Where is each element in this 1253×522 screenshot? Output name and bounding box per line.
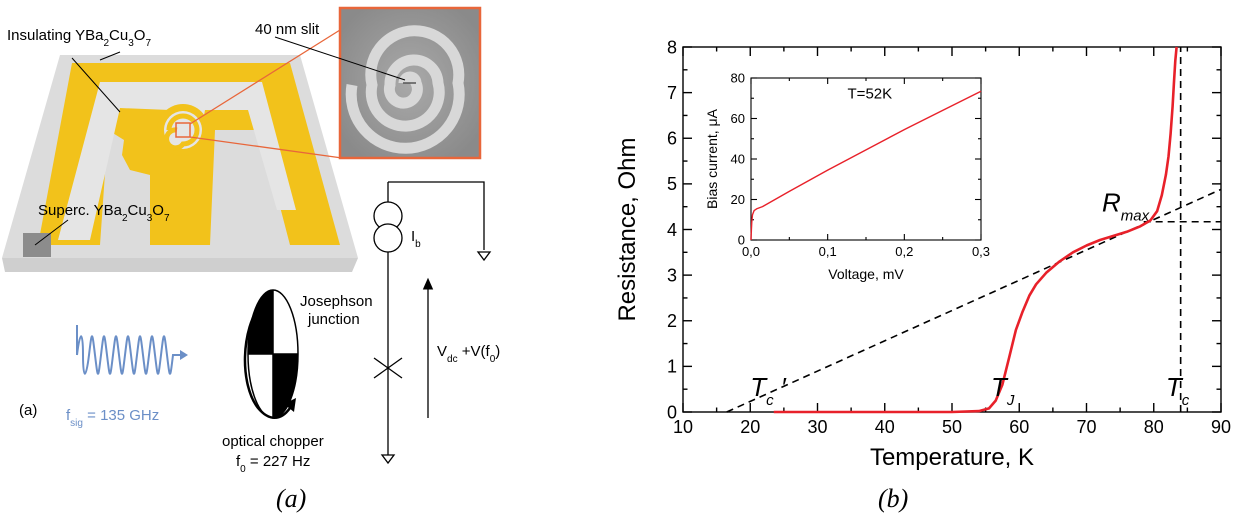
y-tick-label: 5: [667, 174, 677, 194]
callout-superc: [34, 219, 69, 246]
y-tick-label: 20: [731, 192, 745, 207]
zoom-inset: [338, 6, 482, 160]
inset-title: T=52K: [848, 85, 893, 102]
callout-slit: [274, 36, 406, 81]
label-panel-a: (a): [19, 402, 37, 419]
x-tick-label: 30: [807, 417, 827, 437]
signal-wave: [76, 325, 183, 375]
y-tick-label: 7: [667, 83, 677, 103]
label-slit: 40 nm slit: [255, 21, 320, 38]
y-tick-label: 80: [731, 71, 745, 86]
plot-frame: [750, 77, 982, 241]
x-tick-label: 0,0: [742, 244, 760, 259]
label-fsig: fsig = 135 GHz: [66, 407, 159, 429]
y-tick-label: 40: [731, 152, 745, 167]
x-axis-label: Temperature, K: [870, 444, 1034, 471]
zoom-line-top: [189, 29, 341, 125]
caption-a: (a): [276, 484, 307, 513]
y-tick-label: 3: [667, 265, 677, 285]
bias-circuit: [373, 181, 492, 465]
x-tick-label: 90: [1211, 417, 1231, 437]
x-tick-label: 0,2: [895, 244, 913, 259]
y-tick-label: 2: [667, 311, 677, 331]
annotation-J: TJ: [991, 372, 1015, 409]
x-tick-label: 50: [942, 417, 962, 437]
x-tick-label: 0,3: [972, 244, 990, 259]
substrate-side: [2, 258, 358, 272]
y-axis-label: Bias current, μA: [704, 108, 720, 209]
annotation-c: Tc ′: [750, 372, 787, 409]
spiral-antenna: [157, 104, 209, 156]
label-chopper: optical chopper: [222, 433, 324, 450]
x-tick-label: 60: [1009, 417, 1029, 437]
label-junction: junction: [307, 311, 360, 328]
label-chopper-freq: f0 = 227 Hz: [236, 453, 310, 475]
zoom-line-bottom: [189, 136, 343, 159]
x-axis-label: Voltage, mV: [828, 266, 904, 282]
y-tick-label: 1: [667, 357, 677, 377]
x-tick-label: 0,1: [819, 244, 837, 259]
dashed-guide-line: [726, 188, 1222, 413]
panel-a-device: [2, 55, 358, 272]
x-tick-label: 40: [875, 417, 895, 437]
annotation-c: Tc: [1166, 372, 1190, 409]
x-tick-label: 10: [673, 417, 693, 437]
callout-insulating: [99, 51, 121, 61]
series-line: [750, 90, 982, 241]
iv-inset-chart: 0,0 0,1 0,2 0,3 0 20 40 60 80 Voltage, mV Bias cur…: [704, 71, 990, 282]
label-superc: Superc. YBa2Cu3O7: [38, 202, 170, 224]
caption-b: (b): [878, 484, 909, 513]
y-tick-label: 8: [667, 37, 677, 57]
label-josephson: Josephson: [300, 293, 373, 310]
signal-arrow: [180, 350, 188, 360]
label-voltage: Vdc +V(f0): [437, 343, 500, 365]
x-tick-label: 80: [1144, 417, 1164, 437]
x-tick-label: 20: [740, 417, 760, 437]
y-axis-label: Resistance, Ohm: [614, 137, 641, 321]
optical-chopper: [243, 289, 299, 419]
y-tick-label: 4: [667, 220, 677, 240]
series-line: [773, 46, 1178, 414]
label-insulating: Insulating YBa2Cu3O7: [7, 27, 151, 49]
annotation-max: Rmax: [1102, 187, 1150, 224]
label-bias-current: Ib: [411, 228, 421, 250]
y-tick-label: 60: [731, 111, 745, 126]
y-tick-label: 0: [667, 402, 677, 422]
y-tick-label: 6: [667, 129, 677, 149]
x-tick-label: 70: [1076, 417, 1096, 437]
y-tick-label: 0: [738, 233, 745, 248]
